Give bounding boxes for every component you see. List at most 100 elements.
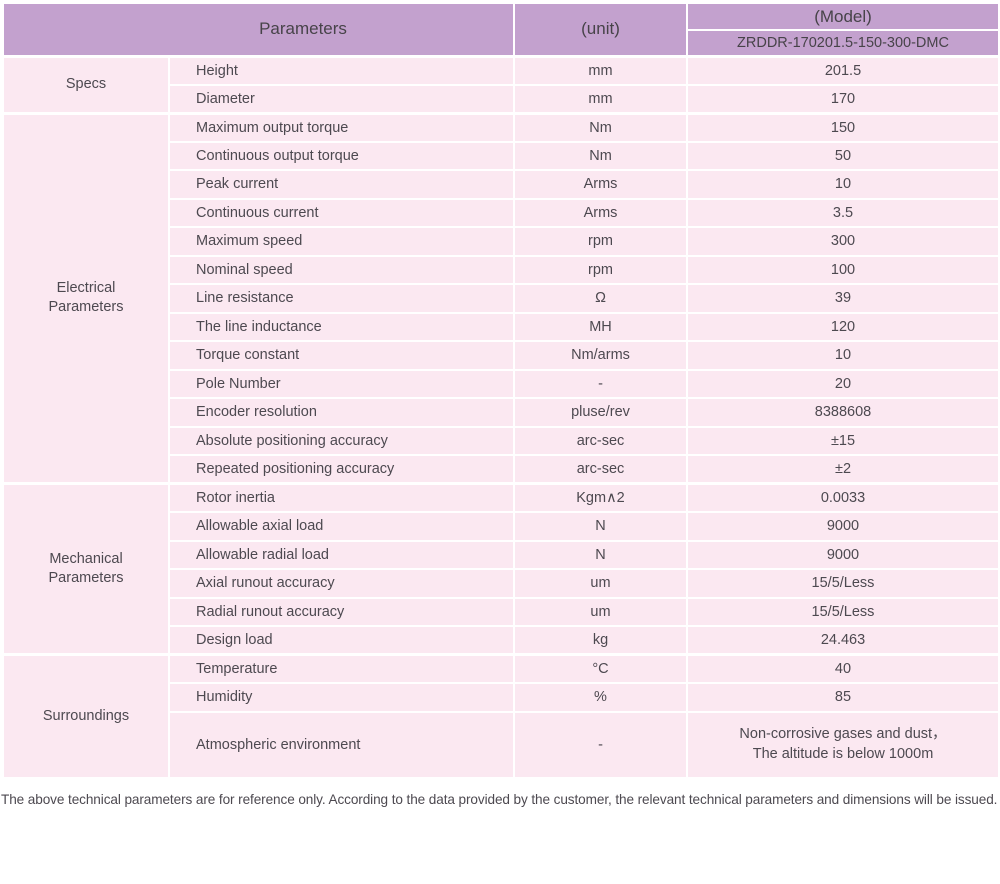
param-name-cell: Allowable axial load [168, 511, 515, 542]
unit-cell: - [513, 710, 688, 779]
value-cell: 85 [686, 682, 1000, 713]
table-row: The line inductance MH 120 [3, 311, 1000, 342]
unit-cell: Arms [513, 197, 688, 228]
param-name-cell: Repeated positioning accuracy [168, 454, 515, 485]
table-row: Maximum speed rpm 300 [3, 226, 1000, 257]
param-name-cell: Pole Number [168, 368, 515, 399]
unit-cell: rpm [513, 254, 688, 285]
value-cell: 10 [686, 340, 1000, 371]
value-cell: 24.463 [686, 625, 1000, 656]
table-row: Specs Height mm 201.5 [2, 54, 1000, 114]
value-cell: 15/5/Less [686, 596, 1000, 627]
param-name-cell: Humidity [168, 682, 515, 713]
value-cell: 9000 [686, 511, 1000, 542]
table-row: Diameter mm 170 [3, 83, 1000, 114]
value-line: The altitude is below 1000m [752, 745, 934, 762]
group-cell: Surroundings [2, 653, 170, 779]
value-cell: 0.0033 [686, 482, 1000, 513]
table-row: Peak current Arms 10 [3, 169, 1000, 200]
value-cell: 170 [686, 83, 1000, 114]
unit-cell: MH [513, 311, 688, 342]
unit-cell: um [513, 596, 688, 627]
unit-cell: kg [513, 625, 688, 656]
unit-column-header: (unit) [513, 2, 688, 58]
value-cell: ±15 [686, 425, 1000, 456]
group-cell: Mechanical Parameters [2, 482, 170, 656]
model-column-header: (Model) [686, 2, 1000, 31]
param-name-cell: Radial runout accuracy [168, 596, 515, 627]
unit-cell: Kgm∧2 [513, 482, 688, 513]
value-cell: 20 [686, 368, 1000, 399]
table-row: Humidity% 85 [3, 682, 1000, 713]
footer-note: The above technical parameters are for r… [1, 791, 998, 807]
table-row: Repeated positioning accuracy arc-sec ±2 [3, 454, 1000, 485]
spec-table-body: Specs Height mm 201.5 Diameter mm 170 Electrica… [2, 54, 1000, 779]
unit-cell: Nm [513, 111, 688, 143]
param-name-cell: Torque constant [168, 340, 515, 371]
param-name-cell: Temperature [168, 653, 515, 684]
param-name-cell: Design load [168, 625, 515, 656]
group-cell: Electrical Parameters [2, 111, 170, 485]
param-name-cell: Absolute positioning accuracy [168, 425, 515, 456]
unit-cell: um [513, 568, 688, 599]
param-name-cell: Axial runout accuracy [168, 568, 515, 599]
parameters-column-header: Parameters [2, 2, 515, 58]
table-row: Continuous output torque Nm 50 [3, 140, 1000, 171]
param-name-cell: Height [168, 54, 515, 86]
unit-cell: N [513, 539, 688, 570]
header-row-top: Parameters (unit) (Model) [2, 2, 1000, 58]
header-row-bottom: ZRDDR-170201.5-150-300-DMC [3, 29, 1000, 58]
value-cell: 201.5 [686, 54, 1000, 86]
value-cell: 150 [686, 111, 1000, 143]
table-row: Radial runout accuracy um 15/5/Less [3, 596, 1000, 627]
unit-cell: Ω [513, 283, 688, 314]
table-row: Atmospheric environment - Non-corrosive ga… [3, 710, 1000, 779]
param-name-cell: Maximum output torque [168, 111, 515, 143]
value-cell: 40 [686, 653, 1000, 684]
param-name-cell: Continuous output torque [168, 140, 515, 171]
param-name-cell: Nominal speed [168, 254, 515, 285]
unit-cell: mm [513, 83, 688, 114]
unit-cell: - [513, 368, 688, 399]
group-cell: Specs [2, 54, 170, 114]
table-row: Design load kg 24.463 [3, 625, 1000, 656]
unit-cell: % [513, 682, 688, 713]
value-cell: 8388608 [686, 397, 1000, 428]
value-line: Non-corrosive gases and dust， [739, 725, 947, 742]
value-cell: 15/5/Less [686, 568, 1000, 599]
value-cell: 50 [686, 140, 1000, 171]
param-name-cell: Peak current [168, 169, 515, 200]
param-name-cell: Maximum speed [168, 226, 515, 257]
table-row: Pole Number -20 [3, 368, 1000, 399]
param-name-cell: Continuous current [168, 197, 515, 228]
table-row: Line resistance Ω 39 [3, 283, 1000, 314]
value-cell: 3.5 [686, 197, 1000, 228]
table-row: Surroundings Temperature °C 40 [2, 653, 1000, 779]
unit-cell: pluse/rev [513, 397, 688, 428]
unit-cell: arc-sec [513, 454, 688, 485]
value-cell: Non-corrosive gases and dust， The altitud… [686, 710, 1000, 779]
unit-cell: Nm/arms [513, 340, 688, 371]
table-row: Torque constant Nm/arms 10 [3, 340, 1000, 371]
param-name-cell: Atmospheric environment [168, 710, 515, 779]
table-row: Encoder resolution pluse/rev 8388608 [3, 397, 1000, 428]
unit-cell: Nm [513, 140, 688, 171]
param-name-cell: Encoder resolution [168, 397, 515, 428]
value-cell: 300 [686, 226, 1000, 257]
param-name-cell: Diameter [168, 83, 515, 114]
param-name-cell: Rotor inertia [168, 482, 515, 513]
spec-table: Parameters (unit) (Model) ZRDDR-170201.5… [2, 2, 1000, 779]
unit-cell: Arms [513, 169, 688, 200]
param-name-cell: Line resistance [168, 283, 515, 314]
unit-cell: mm [513, 54, 688, 86]
model-number-header: ZRDDR-170201.5-150-300-DMC [686, 29, 1000, 58]
unit-cell: °C [513, 653, 688, 684]
param-name-cell: Allowable radial load [168, 539, 515, 570]
unit-cell: arc-sec [513, 425, 688, 456]
table-row: Absolute positioning accuracy arc-sec ±15 [3, 425, 1000, 456]
table-row: Electrical Parameters Maximum output torq… [2, 111, 1000, 485]
value-cell: 9000 [686, 539, 1000, 570]
value-cell: 10 [686, 169, 1000, 200]
param-name-cell: The line inductance [168, 311, 515, 342]
table-row: Continuous current Arms 3.5 [3, 197, 1000, 228]
